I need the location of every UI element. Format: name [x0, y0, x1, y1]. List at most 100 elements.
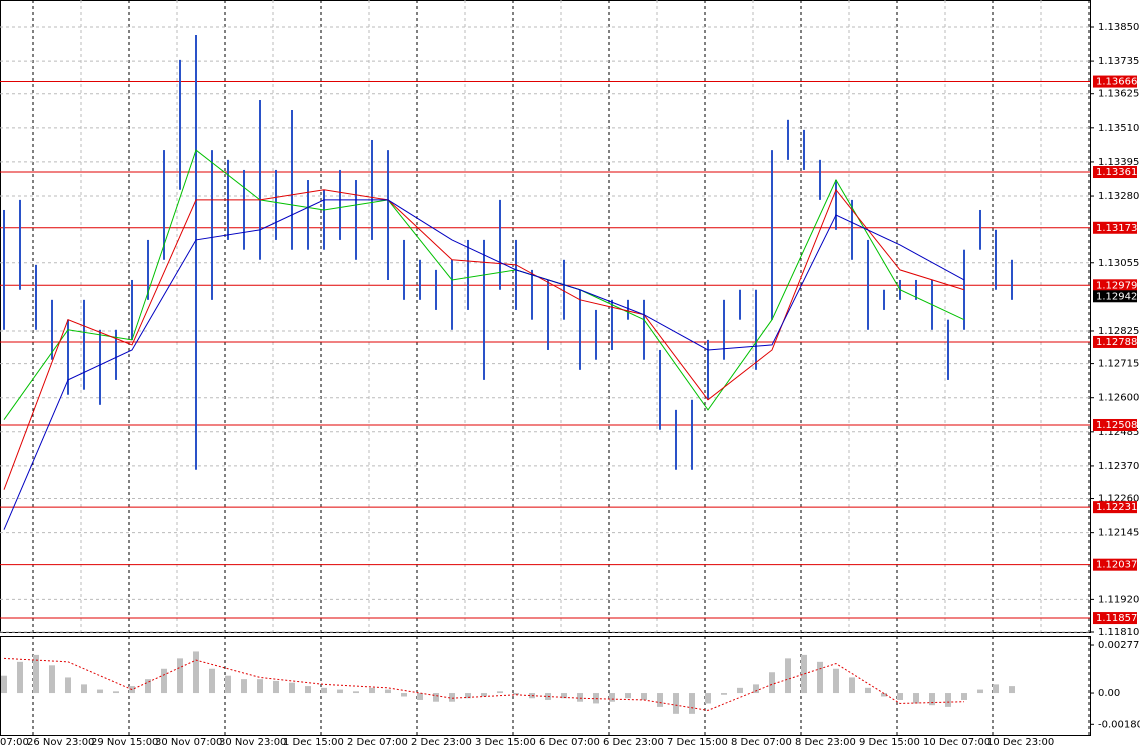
histogram-bar: [1, 675, 7, 694]
current-price-box: [1093, 290, 1137, 303]
moving-average: [3, 199, 965, 530]
y-tick-label: 1.13280: [1098, 191, 1139, 202]
histogram-bar: [737, 687, 743, 694]
histogram-bar: [401, 693, 407, 697]
histogram-bar: [481, 693, 487, 697]
histogram-bar: [769, 672, 775, 694]
moving-average: [3, 149, 965, 420]
y-tick-label: 1.12600: [1098, 393, 1139, 404]
y-tick-label: 1.13850: [1098, 22, 1139, 33]
histogram-bar: [241, 679, 247, 694]
histogram-bar: [497, 691, 503, 694]
osc-tick-label: 0.00277: [1098, 640, 1139, 651]
histogram-bar: [833, 668, 839, 694]
y-tick-label: 1.12260: [1098, 494, 1139, 505]
osc-panel: [0, 636, 1091, 736]
histogram-bar: [177, 658, 183, 694]
level-label-box: [1093, 221, 1137, 234]
x-tick-label: 6 Dec 23:00: [603, 737, 664, 748]
histogram-bar: [785, 658, 791, 694]
y-tick-label: 1.12370: [1098, 461, 1139, 472]
histogram-bar: [113, 691, 119, 694]
histogram-bar: [977, 689, 983, 694]
level-label-box: [1093, 558, 1137, 571]
level-label-box: [1093, 612, 1137, 625]
x-tick-label: 10 Dec 07:00: [923, 737, 990, 748]
histogram-bar: [609, 693, 615, 702]
y-tick-label: 1.11810: [1098, 627, 1139, 638]
level-label-box: [1093, 75, 1137, 88]
x-tick-label: 26 Nov 23:00: [27, 737, 94, 748]
level-label: 1.13173: [1096, 223, 1137, 234]
histogram-bar: [897, 693, 903, 700]
x-tick-label: 8 Dec 07:00: [731, 737, 792, 748]
histogram-bar: [145, 679, 151, 694]
level-label-box: [1093, 418, 1137, 431]
histogram-bar: [881, 693, 887, 697]
histogram-bar: [369, 687, 375, 694]
histogram-bar: [849, 677, 855, 694]
histogram-bar: [945, 693, 951, 707]
histogram-bar: [641, 693, 647, 700]
x-tick-label: 30 Nov 23:00: [219, 737, 286, 748]
level-label: 1.12231: [1096, 502, 1137, 513]
histogram-bar: [257, 679, 263, 694]
histogram-bar: [193, 651, 199, 694]
histogram-bar: [289, 682, 295, 694]
histogram-bar: [865, 687, 871, 694]
histogram-bar: [753, 684, 759, 694]
histogram-bar: [65, 677, 71, 694]
y-tick-label: 1.12715: [1098, 359, 1139, 370]
histogram-bar: [513, 693, 519, 695]
histogram-bar: [209, 668, 215, 694]
x-tick-label: 2 Dec 07:00: [347, 737, 408, 748]
x-tick-label: 29 Nov 15:00: [91, 737, 158, 748]
histogram-bar: [321, 687, 327, 694]
level-label-box: [1093, 335, 1137, 348]
y-tick-label: 1.13055: [1098, 258, 1139, 269]
level-label: 1.12037: [1096, 560, 1137, 571]
x-tick-label: 8 Dec 23:00: [795, 737, 856, 748]
histogram-bar: [81, 684, 87, 694]
level-label: 1.12508: [1096, 420, 1137, 431]
histogram-bar: [1009, 686, 1015, 694]
y-tick-label: 1.12485: [1098, 427, 1139, 438]
osc-tick-label: -0.001803: [1098, 719, 1140, 730]
x-tick-label: 1 Dec 15:00: [283, 737, 344, 748]
level-label: 1.13361: [1096, 167, 1137, 178]
y-tick-label: 1.11920: [1098, 594, 1139, 605]
y-tick-label: 1.13395: [1098, 157, 1139, 168]
y-tick-label: 1.13625: [1098, 89, 1139, 100]
histogram-bar: [449, 693, 455, 702]
x-tick-label: 2 Dec 23:00: [411, 737, 472, 748]
histogram-bar: [561, 693, 567, 699]
y-tick-label: 1.12145: [1098, 528, 1139, 539]
histogram-bar: [97, 689, 103, 694]
histogram-bar: [657, 693, 663, 707]
signal-line: [3, 657, 965, 711]
y-tick-label: 1.13735: [1098, 56, 1139, 67]
current-price-label: 1.12942: [1096, 291, 1137, 302]
x-tick-label: 30 Nov 07:00: [155, 737, 222, 748]
osc-tick-label: 0.00: [1098, 688, 1120, 699]
x-tick-label: 9 Dec 15:00: [859, 737, 920, 748]
histogram-bar: [961, 693, 967, 700]
histogram-bar: [273, 680, 279, 694]
histogram-bar: [801, 654, 807, 694]
level-label: 1.11857: [1096, 613, 1137, 624]
histogram-bar: [33, 654, 39, 694]
histogram-bar: [433, 693, 439, 702]
x-tick-label: 3 Dec 15:00: [475, 737, 536, 748]
histogram-bar: [817, 661, 823, 694]
level-label-box: [1093, 166, 1137, 179]
level-label-box: [1093, 279, 1137, 292]
histogram-bar: [673, 693, 679, 714]
level-label-box: [1093, 501, 1137, 514]
histogram-bar: [385, 689, 391, 694]
histogram-bar: [305, 686, 311, 694]
histogram-bar: [465, 693, 471, 699]
histogram-bar: [721, 693, 727, 695]
histogram-bar: [417, 693, 423, 700]
x-tick-label: 7 Dec 15:00: [667, 737, 728, 748]
